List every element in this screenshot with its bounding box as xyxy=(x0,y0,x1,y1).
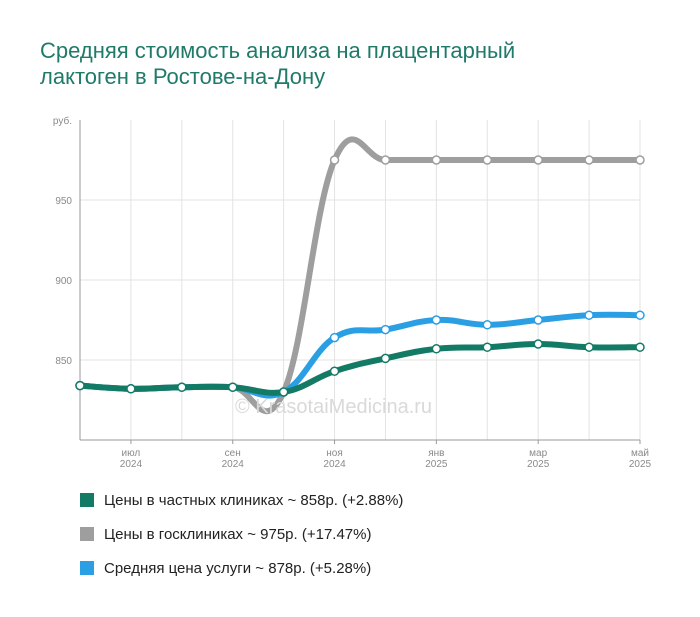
data-point-public xyxy=(329,155,340,165)
data-point-private xyxy=(75,380,85,391)
data-point-average xyxy=(431,315,442,325)
data-point-private xyxy=(278,387,289,397)
chart-title-line-2: лактоген в Ростове-на-Дону xyxy=(40,64,326,89)
data-point-private xyxy=(329,366,340,376)
data-point-public xyxy=(431,155,442,165)
series-line-public xyxy=(77,136,643,414)
data-point-public xyxy=(533,155,543,165)
legend-label-public: Цены в госклиниках ~ 975р. (+17.47%) xyxy=(104,525,372,543)
x-tick-label-month: июл xyxy=(122,448,141,459)
data-point-average xyxy=(482,320,493,330)
line-chart: руб.850900950июл2024сен2024ноя2024янв202… xyxy=(53,115,652,470)
y-tick-label: 950 xyxy=(55,196,72,207)
data-point-public xyxy=(584,155,594,165)
legend-label-private: Цены в частных клиниках ~ 858р. (+2.88%) xyxy=(104,491,404,509)
chart-title: Средняя стоимость анализа на плацентарны… xyxy=(40,38,660,90)
legend-swatch-public xyxy=(80,527,94,541)
x-tick-label-month: янв xyxy=(428,448,444,459)
data-point-average xyxy=(635,310,645,320)
series-line-average xyxy=(77,311,643,399)
series-line-private xyxy=(77,341,643,396)
data-point-private xyxy=(431,344,442,354)
x-tick-label-month: сен xyxy=(225,448,241,459)
x-tick-label-month: мар xyxy=(529,448,547,459)
x-tick-label-month: ноя xyxy=(326,448,343,459)
y-tick-label: 900 xyxy=(55,276,72,287)
x-tick-label-year: 2025 xyxy=(527,459,550,470)
legend-item-public[interactable]: Цены в госклиниках ~ 975р. (+17.47%) xyxy=(80,524,371,544)
y-axis-unit: руб. xyxy=(53,115,72,127)
data-point-public xyxy=(482,155,493,165)
y-tick-label: 850 xyxy=(55,356,72,367)
data-point-average xyxy=(584,310,594,320)
x-tick-label-year: 2024 xyxy=(120,459,143,470)
x-tick-label-month: май xyxy=(631,448,649,459)
data-point-private xyxy=(584,342,594,352)
data-point-average xyxy=(533,315,543,325)
data-point-average xyxy=(329,332,340,343)
data-point-public xyxy=(635,155,645,165)
data-point-private xyxy=(533,339,543,349)
x-tick-label-year: 2024 xyxy=(222,459,245,470)
data-point-private xyxy=(177,382,187,392)
data-point-average xyxy=(380,324,391,335)
legend-swatch-average xyxy=(80,561,94,575)
legend-swatch-private xyxy=(80,493,94,507)
data-point-public xyxy=(380,155,391,165)
legend-item-private[interactable]: Цены в частных клиниках ~ 858р. (+2.88%) xyxy=(80,490,403,510)
x-tick-label-year: 2024 xyxy=(323,459,346,470)
data-point-private xyxy=(126,384,136,394)
data-point-private xyxy=(380,353,391,364)
data-point-private xyxy=(482,342,493,352)
x-tick-label-year: 2025 xyxy=(425,459,448,470)
chart-title-line-1: Средняя стоимость анализа на плацентарны… xyxy=(40,38,516,63)
data-point-private xyxy=(227,382,238,392)
legend-label-average: Средняя цена услуги ~ 878р. (+5.28%) xyxy=(104,559,372,577)
watermark: © KrasotaiMedicina.ru xyxy=(235,396,433,418)
data-point-private xyxy=(635,342,645,352)
x-tick-label-year: 2025 xyxy=(629,459,652,470)
legend-item-average[interactable]: Средняя цена услуги ~ 878р. (+5.28%) xyxy=(80,558,371,578)
